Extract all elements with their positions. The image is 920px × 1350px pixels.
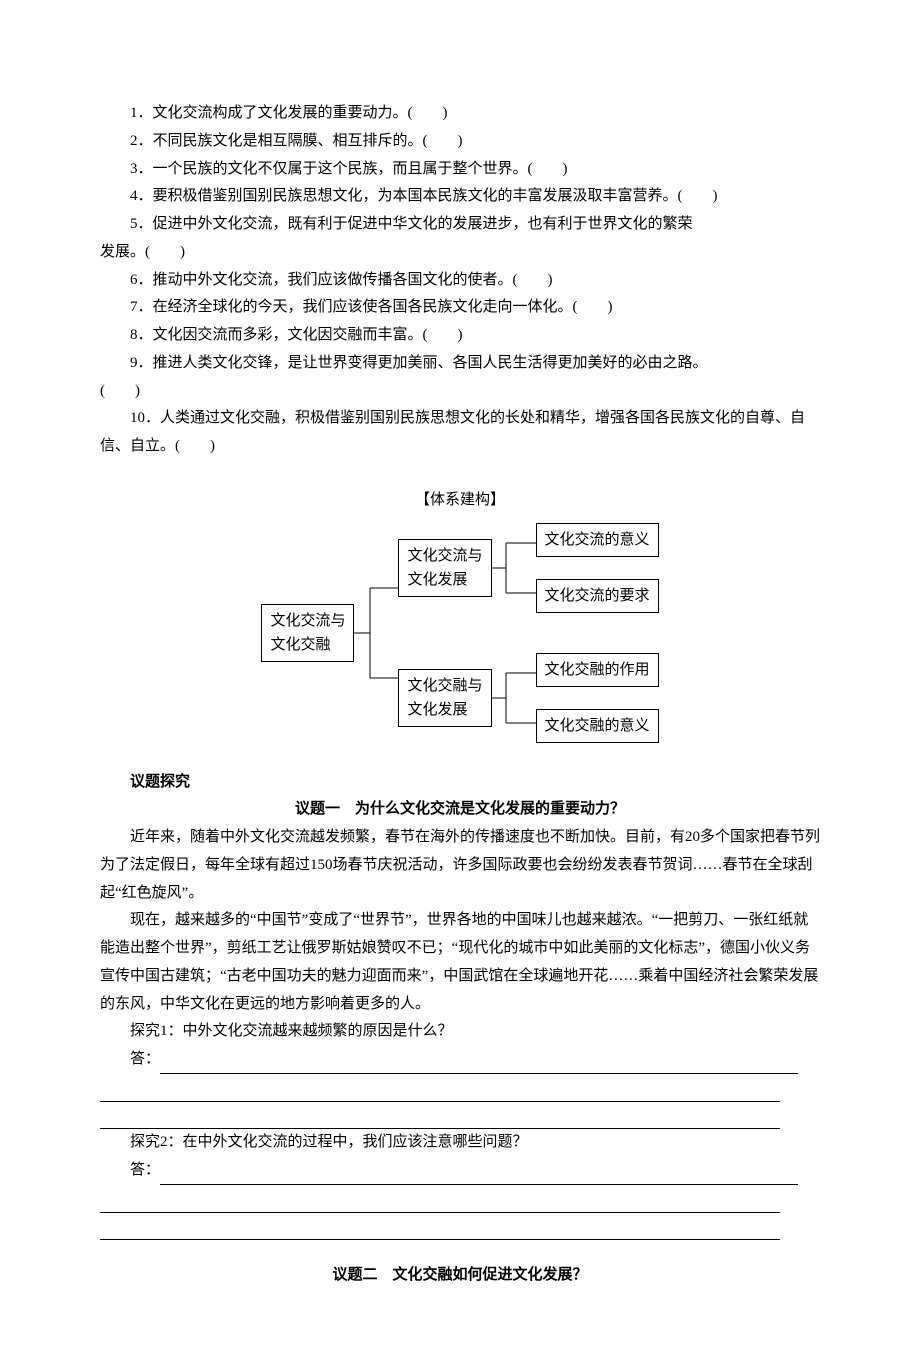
hierarchy-diagram: 文化交流与文化交融 文化交流与文化发展 文化交流的意义 文化交流的要求 [100, 523, 820, 743]
diagram-branch-1-box: 文化交融与文化发展 [398, 669, 491, 727]
issue1-q2-answer-line-1: 答： [100, 1157, 820, 1185]
issue-section-heading: 议题探究 [100, 769, 820, 797]
diagram-leaf-1-1: 文化交融的意义 [536, 709, 659, 743]
diagram-leaf-1-0: 文化交融的作用 [536, 653, 659, 687]
statement-1: 1．文化交流构成了文化发展的重要动力。( ) [100, 100, 820, 128]
diagram-leaf-0-0: 文化交流的意义 [536, 523, 659, 557]
answer-blank [100, 1110, 780, 1129]
diagram-heading: 【体系建构】 [100, 487, 820, 515]
diagram-branch-0-label: 文化交流与文化发展 [407, 548, 482, 588]
answer-label: 答： [130, 1162, 160, 1178]
issue1-para-1: 近年来，随着中外文化交流越发频繁，春节在海外的传播速度也不断加快。目前，有20多… [100, 824, 820, 907]
issue1-q1: 探究1：中外文化交流越来越频繁的原因是什么？ [100, 1018, 820, 1046]
answer-blank [100, 1221, 780, 1240]
answer-label: 答： [130, 1051, 160, 1067]
bracket-root [354, 548, 398, 718]
issue2-title: 议题二 文化交融如何促进文化发展？ [100, 1262, 820, 1290]
statement-10: 10．人类通过文化交融，积极借鉴别国别民族思想文化的长处和精华，增强各国各民族文… [100, 405, 820, 461]
statement-8: 8．文化因交流而多彩，文化因交融而丰富。( ) [100, 322, 820, 350]
answer-blank [100, 1194, 780, 1213]
issue1-q1-answer-line-2 [100, 1074, 820, 1102]
diagram-leaf-0-1: 文化交流的要求 [536, 579, 659, 613]
diagram-root-label: 文化交流与文化交融 [270, 613, 345, 653]
issue1-q1-answer-line-1: 答： [100, 1046, 820, 1074]
bracket-branch-0 [492, 529, 536, 607]
answer-blank [100, 1083, 780, 1102]
bracket-branch-1 [492, 659, 536, 737]
statement-9-line1: 9．推进人类文化交锋，是让世界变得更加美丽、各国人民生活得更加美好的必由之路。 [100, 350, 820, 378]
issue1-q2-answer-line-3 [100, 1213, 820, 1241]
statement-4: 4．要积极借鉴别国别民族思想文化，为本国本民族文化的丰富发展汲取丰富营养。( ) [100, 183, 820, 211]
statement-9-line2: ( ) [100, 378, 820, 406]
statement-5-line1: 5．促进中外文化交流，既有利于促进中华文化的发展进步，也有利于世界文化的繁荣 [100, 211, 820, 239]
answer-blank [160, 1166, 798, 1185]
statement-6: 6．推动中外文化交流，我们应该做传播各国文化的使者。( ) [100, 267, 820, 295]
issue1-q2-answer-line-2 [100, 1185, 820, 1213]
statement-7: 7．在经济全球化的今天，我们应该使各国各民族文化走向一体化。( ) [100, 294, 820, 322]
statement-5-line2: 发展。( ) [100, 239, 820, 267]
diagram-branch-0-box: 文化交流与文化发展 [398, 539, 491, 597]
issue1-title: 议题一 为什么文化交流是文化发展的重要动力？ [100, 796, 820, 824]
statement-3: 3．一个民族的文化不仅属于这个民族，而且属于整个世界。( ) [100, 156, 820, 184]
diagram-root-box: 文化交流与文化交融 [261, 604, 354, 662]
answer-blank [160, 1055, 798, 1074]
issue1-q1-answer-line-3 [100, 1102, 820, 1130]
statement-2: 2．不同民族文化是相互隔膜、相互排斥的。( ) [100, 128, 820, 156]
diagram-branch-1-label: 文化交融与文化发展 [407, 678, 482, 718]
issue1-q2: 探究2：在中外文化交流的过程中，我们应该注意哪些问题？ [100, 1129, 820, 1157]
issue1-para-2: 现在，越来越多的“中国节”变成了“世界节”，世界各地的中国味儿也越来越浓。“一把… [100, 907, 820, 1018]
document-page: 1．文化交流构成了文化发展的重要动力。( ) 2．不同民族文化是相互隔膜、相互排… [0, 0, 920, 1350]
